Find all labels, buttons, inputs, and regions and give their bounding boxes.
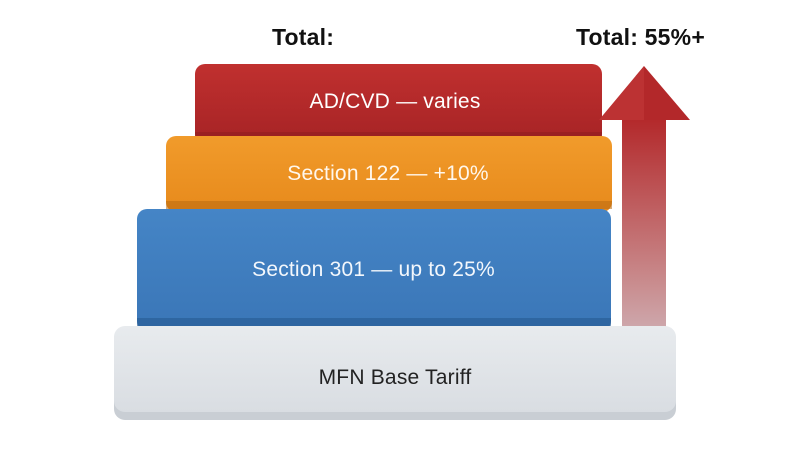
total-label-right: Total: 55%+ [576, 24, 705, 50]
layer-mfn-base-label: MFN Base Tariff [318, 366, 472, 389]
total-label-left: Total: [272, 24, 335, 50]
layer-section-122 [166, 136, 612, 212]
layer-section-301-label: Section 301 — up to 25% [252, 258, 495, 281]
layer-adcvd-label: AD/CVD — varies [309, 90, 481, 113]
layer-section-301 [137, 209, 611, 331]
layer-mfn-base [114, 326, 676, 420]
layer-section-122-label: Section 122 — +10% [287, 162, 489, 185]
